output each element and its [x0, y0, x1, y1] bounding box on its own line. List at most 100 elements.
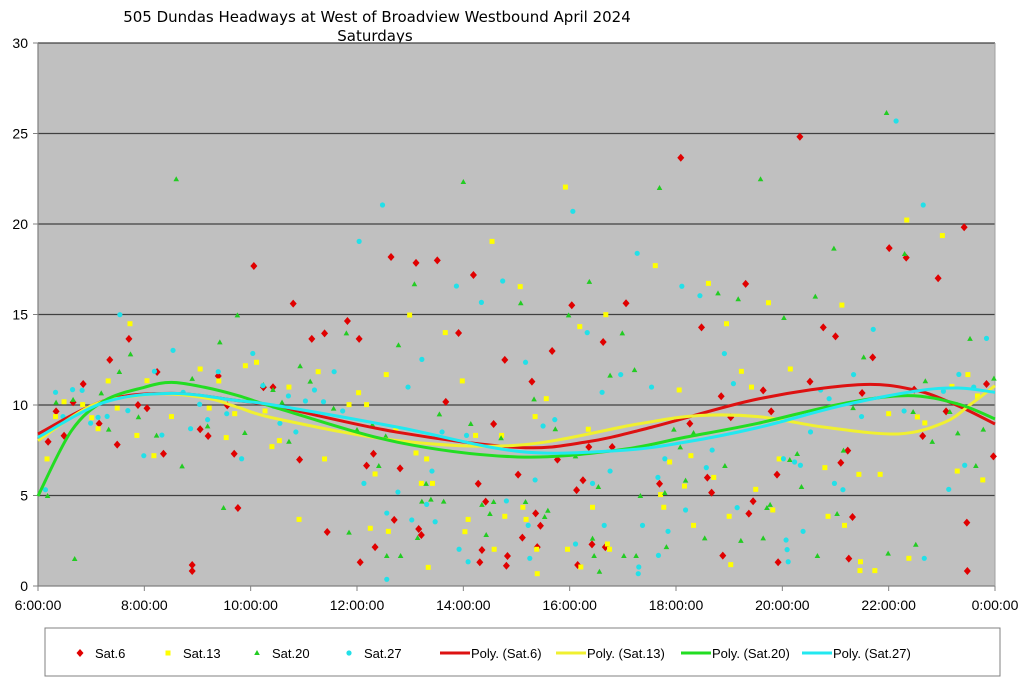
data-point	[858, 389, 866, 398]
data-point	[770, 507, 776, 513]
data-point	[465, 516, 471, 522]
data-point	[886, 411, 892, 417]
data-point	[698, 323, 706, 332]
data-point	[79, 380, 87, 389]
data-point	[831, 245, 837, 251]
data-point	[311, 387, 318, 393]
data-point	[904, 217, 910, 223]
data-point	[340, 408, 346, 414]
data-point	[585, 442, 593, 451]
data-point	[433, 256, 441, 265]
data-point	[671, 426, 677, 432]
data-point	[396, 464, 404, 473]
data-point	[242, 363, 248, 369]
data-point	[883, 110, 890, 116]
data-point	[463, 432, 470, 439]
data-point	[980, 477, 986, 483]
data-point	[432, 519, 438, 525]
data-point	[929, 438, 936, 444]
data-point	[682, 477, 689, 483]
data-point	[919, 431, 927, 440]
data-point	[474, 479, 482, 488]
series-sat-6	[44, 132, 997, 575]
data-point	[367, 525, 373, 531]
data-point	[857, 559, 863, 565]
data-point	[125, 334, 133, 343]
data-point	[179, 463, 185, 469]
data-point	[682, 483, 688, 489]
data-point	[220, 504, 227, 510]
data-point	[780, 456, 786, 462]
data-point	[663, 544, 670, 550]
data-point	[204, 431, 212, 440]
data-point	[455, 328, 463, 337]
data-point	[787, 366, 793, 372]
data-point	[726, 513, 732, 519]
data-point	[262, 408, 268, 414]
trendline-poly-sat-20	[36, 380, 996, 497]
data-point	[423, 480, 429, 486]
data-point	[783, 537, 789, 543]
data-point	[116, 369, 123, 375]
data-point	[80, 402, 86, 408]
data-point	[922, 420, 928, 426]
data-point	[321, 329, 329, 338]
data-point	[956, 371, 962, 378]
data-point	[738, 537, 744, 543]
data-point	[127, 351, 134, 357]
data-point	[893, 118, 899, 124]
y-tick-label: 25	[12, 126, 28, 142]
data-point	[419, 498, 425, 504]
data-point	[573, 486, 581, 495]
data-point	[850, 371, 857, 378]
data-point	[914, 414, 920, 420]
data-point	[962, 462, 968, 468]
data-point	[503, 551, 511, 560]
data-point	[715, 290, 721, 296]
data-point	[215, 369, 221, 375]
data-point	[980, 426, 987, 432]
data-point	[577, 324, 583, 330]
data-point	[418, 480, 424, 486]
data-point	[748, 384, 754, 390]
data-point	[982, 380, 990, 389]
data-point	[819, 323, 827, 332]
data-point	[285, 393, 292, 399]
data-point	[489, 238, 495, 244]
data-point	[382, 433, 389, 439]
data-point	[439, 429, 445, 435]
data-point	[456, 546, 462, 552]
legend-label: Sat.20	[272, 646, 310, 661]
data-point	[688, 453, 694, 459]
data-point	[532, 414, 538, 420]
data-point	[548, 347, 556, 356]
data-point	[608, 442, 616, 451]
data-point	[384, 510, 390, 516]
data-point	[417, 530, 425, 539]
x-tick-label: 14:00:00	[436, 597, 491, 613]
data-point	[858, 413, 865, 420]
data-point	[436, 411, 443, 417]
data-point	[607, 468, 613, 474]
data-point	[517, 284, 523, 290]
data-point	[53, 414, 59, 420]
data-point	[954, 468, 960, 474]
data-point	[578, 564, 584, 570]
data-point	[204, 423, 211, 429]
x-tick-label: 0:00:00	[972, 597, 1019, 613]
data-point	[753, 486, 759, 492]
data-point	[69, 387, 76, 393]
data-point	[270, 386, 276, 392]
data-point	[397, 552, 404, 558]
data-point	[320, 399, 327, 405]
data-point	[95, 419, 103, 428]
data-point	[478, 545, 486, 554]
data-point	[442, 397, 450, 406]
data-point	[61, 399, 67, 405]
data-point	[742, 279, 750, 288]
data-point	[462, 529, 468, 535]
data-point	[940, 388, 947, 394]
data-point	[52, 407, 60, 416]
data-point	[250, 350, 256, 357]
data-point	[372, 471, 378, 477]
